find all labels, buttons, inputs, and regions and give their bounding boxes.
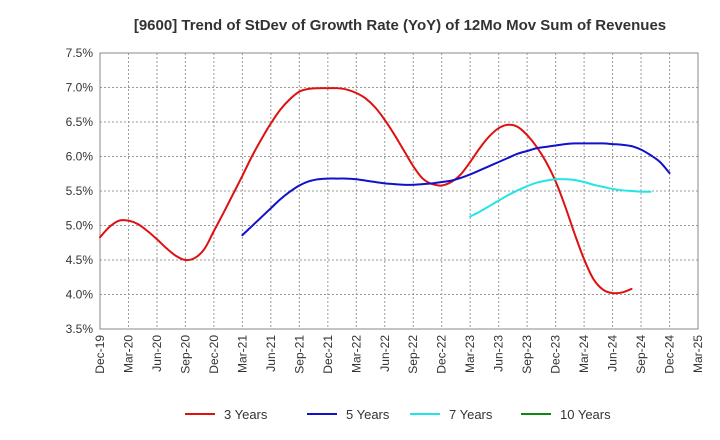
x-tick-label: Mar-21 — [235, 335, 249, 373]
x-tick-label: Dec-24 — [663, 335, 677, 374]
y-tick-label: 7.0% — [66, 81, 94, 95]
x-tick-label: Dec-21 — [321, 335, 335, 374]
x-tick-label: Jun-20 — [150, 335, 164, 372]
x-tick-label: Jun-24 — [606, 335, 620, 372]
y-tick-label: 5.5% — [66, 184, 94, 198]
series-line-7-years — [469, 178, 652, 218]
x-tick-label: Mar-24 — [577, 335, 591, 373]
x-tick-label: Sep-20 — [178, 335, 192, 374]
legend-item-7-years[interactable]: 7 Years — [410, 407, 493, 422]
y-tick-label: 7.5% — [66, 46, 94, 60]
legend-item-10-years[interactable]: 10 Years — [521, 407, 611, 422]
x-tick-label: Mar-25 — [691, 335, 705, 373]
x-tick-label: Dec-23 — [549, 335, 563, 374]
x-tick-label: Jun-21 — [264, 335, 278, 372]
legend-label: 5 Years — [346, 407, 390, 422]
legend-item-5-years[interactable]: 5 Years — [307, 407, 390, 422]
x-tick-label: Dec-20 — [207, 335, 221, 374]
x-tick-label: Jun-22 — [378, 335, 392, 372]
x-tick-label: Sep-22 — [406, 335, 420, 374]
x-tick-label: Dec-19 — [93, 335, 107, 374]
x-axis: Dec-19 Mar-20 Jun-20 Sep-20 Dec-20 Mar-21 Jun-… — [93, 335, 705, 374]
legend-label: 3 Years — [224, 407, 268, 422]
y-tick-label: 3.5% — [66, 322, 94, 336]
series-lines — [99, 87, 671, 295]
grid — [99, 52, 699, 330]
x-tick-label: Mar-22 — [349, 335, 363, 373]
y-tick-label: 4.5% — [66, 253, 94, 267]
y-tick-label: 6.5% — [66, 115, 94, 129]
x-tick-label: Mar-23 — [463, 335, 477, 373]
legend-item-3-years[interactable]: 3 Years — [185, 407, 268, 422]
y-tick-label: 6.0% — [66, 150, 94, 164]
y-tick-label: 4.0% — [66, 288, 94, 302]
legend[interactable]: 3 Years 5 Years 7 Years 10 Years — [185, 407, 611, 422]
y-axis: 3.5% 4.0% 4.5% 5.0% 5.5% 6.0% 6.5% 7.0% 7.5% — [66, 46, 94, 336]
plot-frame — [99, 52, 699, 330]
y-tick-label: 5.0% — [66, 219, 94, 233]
legend-label: 10 Years — [560, 407, 611, 422]
x-tick-label: Jun-23 — [492, 335, 506, 372]
x-tick-label: Sep-21 — [292, 335, 306, 374]
x-tick-label: Mar-20 — [121, 335, 135, 373]
chart-title: [9600] Trend of StDev of Growth Rate (Yo… — [134, 17, 666, 34]
series-line-5-years — [241, 142, 671, 237]
series-line-3-years — [99, 87, 633, 295]
legend-label: 7 Years — [449, 407, 493, 422]
x-tick-label: Dec-22 — [435, 335, 449, 374]
x-tick-label: Sep-23 — [520, 335, 534, 374]
x-tick-label: Sep-24 — [634, 335, 648, 374]
